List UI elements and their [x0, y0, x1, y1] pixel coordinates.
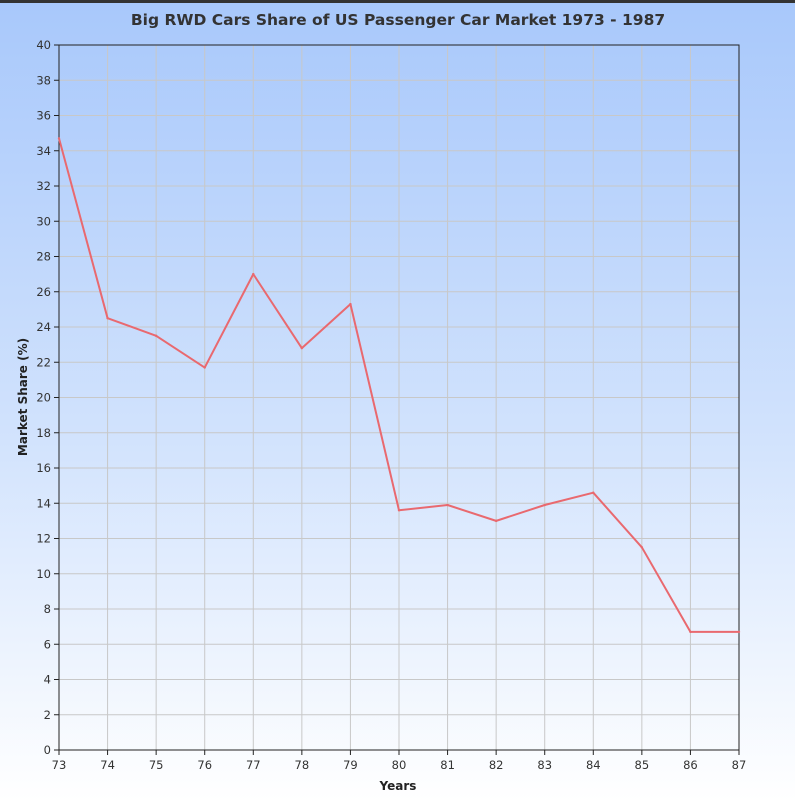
data-point[interactable] — [689, 630, 692, 634]
y-tick-label: 26 — [36, 285, 51, 299]
y-tick-label: 36 — [36, 109, 51, 123]
data-point[interactable] — [397, 509, 401, 512]
x-tick-label: 79 — [343, 758, 358, 772]
y-tick-label: 20 — [36, 391, 51, 405]
series-group — [57, 137, 741, 634]
data-point[interactable] — [640, 546, 644, 549]
data-point[interactable] — [57, 137, 61, 140]
data-point[interactable] — [203, 366, 206, 369]
y-tick-label: 6 — [44, 637, 51, 651]
chart-title: Big RWD Cars Share of US Passenger Car M… — [131, 11, 665, 29]
x-tick-label: 81 — [440, 758, 455, 772]
data-point[interactable] — [349, 302, 352, 306]
x-tick-label: 83 — [537, 758, 552, 772]
y-axis-label: Market Share (%) — [16, 338, 30, 456]
x-axis-label: Years — [379, 779, 417, 793]
y-tick-label: 40 — [36, 38, 51, 52]
x-tick-label: 84 — [586, 758, 601, 772]
data-point[interactable] — [737, 630, 741, 634]
x-tick-label: 76 — [197, 758, 212, 772]
grid-lines — [58, 44, 740, 751]
data-point[interactable] — [446, 503, 449, 507]
data-point[interactable] — [592, 491, 595, 494]
data-point[interactable] — [252, 272, 255, 276]
y-tick-label: 32 — [36, 179, 51, 193]
y-tick-label: 34 — [36, 144, 51, 158]
x-tick-label: 78 — [295, 758, 310, 772]
x-tick-label: 77 — [246, 758, 261, 772]
y-tick-label: 16 — [36, 461, 51, 475]
y-tick-label: 10 — [36, 567, 51, 581]
y-tick-label: 8 — [44, 602, 51, 616]
x-axis-ticks: 73 74 75 76 77 78 79 80 81 82 83 84 85 86 87 — [52, 750, 747, 772]
y-tick-label: 28 — [36, 250, 51, 264]
x-tick-label: 85 — [635, 758, 650, 772]
data-point[interactable] — [543, 503, 546, 507]
y-tick-label: 38 — [36, 73, 51, 87]
x-tick-label: 75 — [149, 758, 164, 772]
y-tick-label: 12 — [36, 532, 51, 546]
y-tick-label: 18 — [36, 426, 51, 440]
x-tick-label: 86 — [683, 758, 698, 772]
y-tick-label: 4 — [44, 673, 51, 687]
y-tick-label: 22 — [36, 355, 51, 369]
x-tick-label: 87 — [732, 758, 747, 772]
y-tick-label: 14 — [36, 496, 51, 510]
x-tick-label: 74 — [100, 758, 115, 772]
data-point[interactable] — [300, 346, 304, 350]
y-tick-label: 2 — [44, 708, 51, 722]
data-point[interactable] — [494, 519, 498, 523]
top-border — [0, 0, 795, 3]
x-tick-label: 82 — [489, 758, 504, 772]
x-tick-label: 73 — [52, 758, 67, 772]
x-tick-label: 80 — [392, 758, 407, 772]
y-tick-label: 24 — [36, 320, 51, 334]
data-point[interactable] — [106, 316, 109, 320]
y-tick-label: 30 — [36, 214, 51, 228]
y-tick-label: 0 — [44, 743, 51, 757]
data-point[interactable] — [154, 334, 158, 338]
